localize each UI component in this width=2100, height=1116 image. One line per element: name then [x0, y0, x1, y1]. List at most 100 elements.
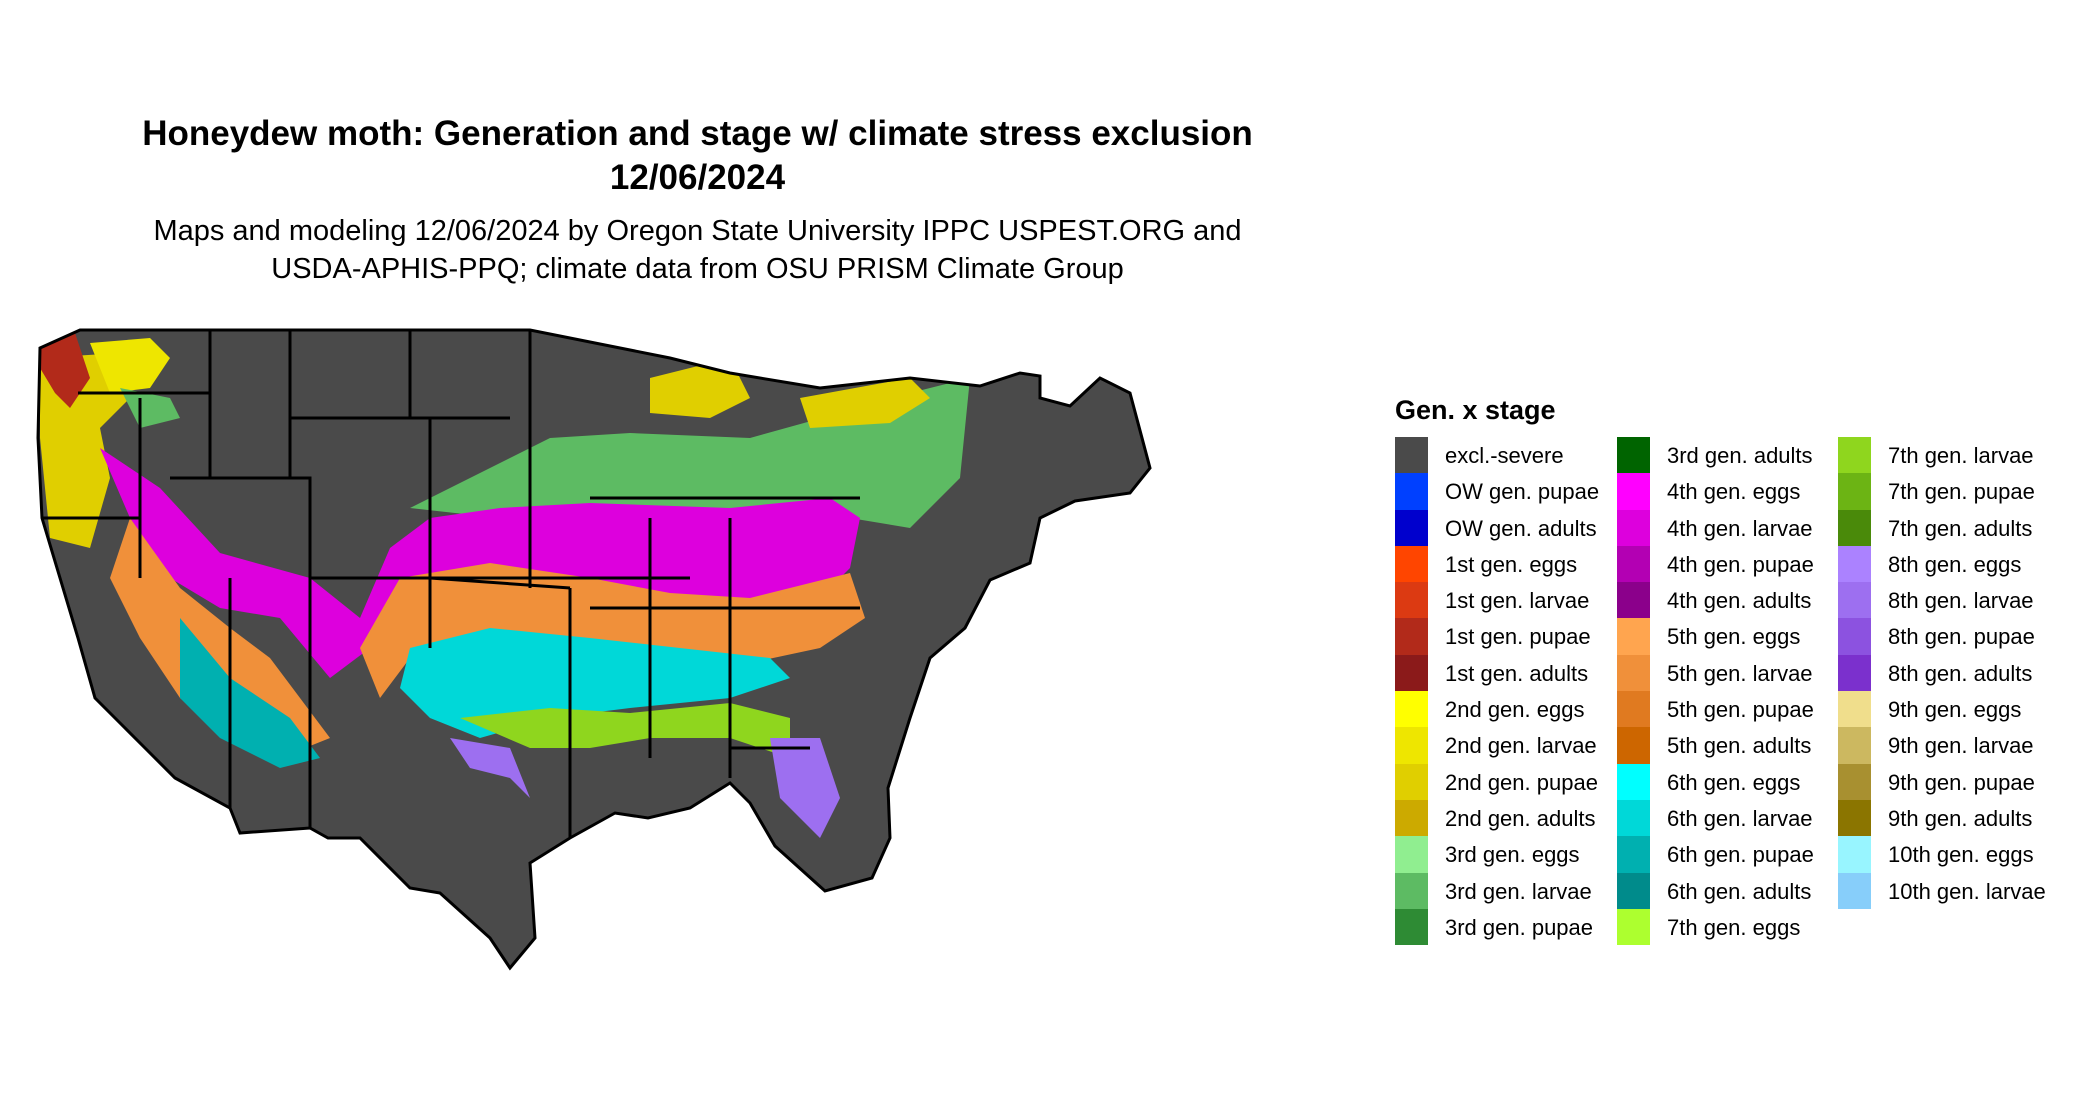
legend-label: 6th gen. adults — [1667, 878, 1812, 904]
legend-label: 1st gen. larvae — [1445, 588, 1590, 614]
title-date: 12/06/2024 — [609, 158, 786, 197]
legend-label: 10th gen. eggs — [1888, 842, 2034, 868]
legend-label: 4th gen. larvae — [1667, 515, 1813, 541]
legend-label: 1st gen. adults — [1445, 660, 1589, 686]
legend: Gen. x stage excl.-severe OW gen. pupae OW… — [1395, 395, 2095, 955]
legend-label: 3rd gen. larvae — [1445, 878, 1592, 904]
legend-label: 4th gen. eggs — [1667, 479, 1801, 505]
legend-label: 6th gen. pupae — [1667, 842, 1814, 868]
legend-label: 9th gen. larvae — [1888, 733, 2034, 759]
legend-label: 3rd gen. pupae — [1445, 914, 1594, 940]
legend-swatch — [1395, 545, 1428, 583]
legend-swatch — [1838, 872, 1871, 909]
legend-label: 6th gen. eggs — [1667, 769, 1801, 795]
legend-label: 7th gen. pupae — [1888, 479, 2035, 505]
legend-label: 8th gen. eggs — [1888, 551, 2022, 577]
region-3rd-gen-larvae-nw — [120, 388, 180, 428]
legend-label: OW gen. pupae — [1445, 479, 1600, 505]
legend-label: 2nd gen. adults — [1445, 805, 1596, 831]
legend-swatch — [1838, 473, 1871, 510]
region-2nd-gen-pupae-northeast — [800, 378, 930, 428]
legend-swatch — [1617, 654, 1650, 692]
map-title: Honeydew moth: Generation and stage w/ c… — [0, 112, 1395, 200]
legend-swatch — [1617, 836, 1650, 873]
region-5th-gen-larvae-west — [110, 518, 330, 758]
region-5th-gen-larvae — [360, 563, 865, 698]
legend-swatch — [1395, 908, 1428, 946]
legend-label: 5th gen. larvae — [1667, 660, 1813, 686]
us-outline — [36, 328, 1152, 971]
region-6th-gen-pupae-southwest — [180, 618, 320, 768]
legend-swatch — [1395, 836, 1428, 873]
legend-swatch — [1395, 618, 1428, 655]
legend-label: 7th gen. eggs — [1667, 914, 1801, 940]
legend-swatch — [1838, 437, 1871, 474]
region-3rd-gen-larvae-east — [410, 378, 970, 528]
legend-swatch — [1838, 654, 1871, 692]
state-borders — [42, 330, 860, 838]
us-generation-map — [36, 328, 1152, 971]
legend-swatch — [1617, 872, 1650, 909]
legend-label: 7th gen. larvae — [1888, 443, 2034, 468]
legend-label: 3rd gen. eggs — [1445, 842, 1580, 868]
legend-label: OW gen. adults — [1445, 515, 1597, 541]
legend-label: 8th gen. adults — [1888, 660, 2033, 686]
legend-swatch — [1395, 437, 1428, 474]
legend-swatch — [1838, 727, 1871, 764]
legend-label: 9th gen. adults — [1888, 805, 2033, 831]
legend-swatch — [1838, 836, 1871, 873]
legend-label: 9th gen. pupae — [1888, 769, 2035, 795]
legend-swatch — [1617, 473, 1650, 510]
legend-label: 2nd gen. eggs — [1445, 697, 1585, 723]
legend-label: 8th gen. larvae — [1888, 588, 2034, 614]
subtitle-line-2: USDA-APHIS-PPQ; climate data from OSU PR… — [271, 253, 1124, 285]
map-subtitle: Maps and modeling 12/06/2024 by Oregon S… — [0, 212, 1395, 288]
legend-label: 1st gen. eggs — [1445, 551, 1578, 577]
legend-swatch — [1617, 799, 1650, 837]
legend-swatch — [1617, 545, 1650, 583]
legend-swatch — [1617, 509, 1650, 546]
legend-label: 4th gen. adults — [1667, 588, 1812, 614]
legend-swatch — [1395, 872, 1428, 909]
legend-swatch — [1838, 763, 1871, 800]
legend-swatch — [1395, 509, 1428, 546]
legend-swatch — [1617, 691, 1650, 728]
legend-swatch — [1395, 763, 1428, 800]
subtitle-line-1: Maps and modeling 12/06/2024 by Oregon S… — [153, 215, 1242, 247]
legend-swatch — [1838, 582, 1871, 619]
legend-label: 2nd gen. pupae — [1445, 769, 1598, 795]
legend-label: 4th gen. pupae — [1667, 551, 1814, 577]
legend-swatch — [1395, 582, 1428, 619]
legend-label: 10th gen. larvae — [1888, 878, 2046, 904]
legend-swatch — [1617, 727, 1650, 764]
legend-swatch — [1395, 799, 1428, 837]
legend-label: 1st gen. pupae — [1445, 624, 1591, 650]
legend-label: 9th gen. eggs — [1888, 697, 2022, 723]
legend-label: 5th gen. eggs — [1667, 624, 1801, 650]
legend-swatch — [1838, 618, 1871, 655]
region-6th-gen-larvae — [400, 628, 790, 738]
legend-title: Gen. x stage — [1395, 395, 1556, 425]
region-8th-gen-larvae-florida — [770, 738, 840, 838]
legend-swatch — [1617, 763, 1650, 800]
legend-label: 6th gen. larvae — [1667, 805, 1813, 831]
legend-swatch — [1838, 799, 1871, 837]
legend-swatch — [1395, 691, 1428, 728]
legend-label: 8th gen. pupae — [1888, 624, 2035, 650]
legend-swatch — [1617, 437, 1650, 474]
legend-label: excl.-severe — [1445, 443, 1564, 468]
legend-label: 7th gen. adults — [1888, 515, 2033, 541]
legend-swatch — [1617, 618, 1650, 655]
legend-label: 5th gen. adults — [1667, 733, 1812, 759]
legend-label: 2nd gen. larvae — [1445, 733, 1597, 759]
title-line-1: Honeydew moth: Generation and stage w/ c… — [142, 114, 1253, 153]
legend-swatch — [1617, 908, 1650, 946]
region-7th-gen-larvae — [460, 703, 790, 758]
legend-label: 5th gen. pupae — [1667, 697, 1814, 723]
legend-swatch — [1617, 582, 1650, 619]
legend-swatch — [1395, 473, 1428, 510]
region-1st-gen-pupae — [40, 333, 90, 408]
legend-swatch — [1838, 691, 1871, 728]
region-4th-gen-larvae — [100, 448, 860, 678]
region-2nd-gen-pupae — [40, 353, 130, 548]
